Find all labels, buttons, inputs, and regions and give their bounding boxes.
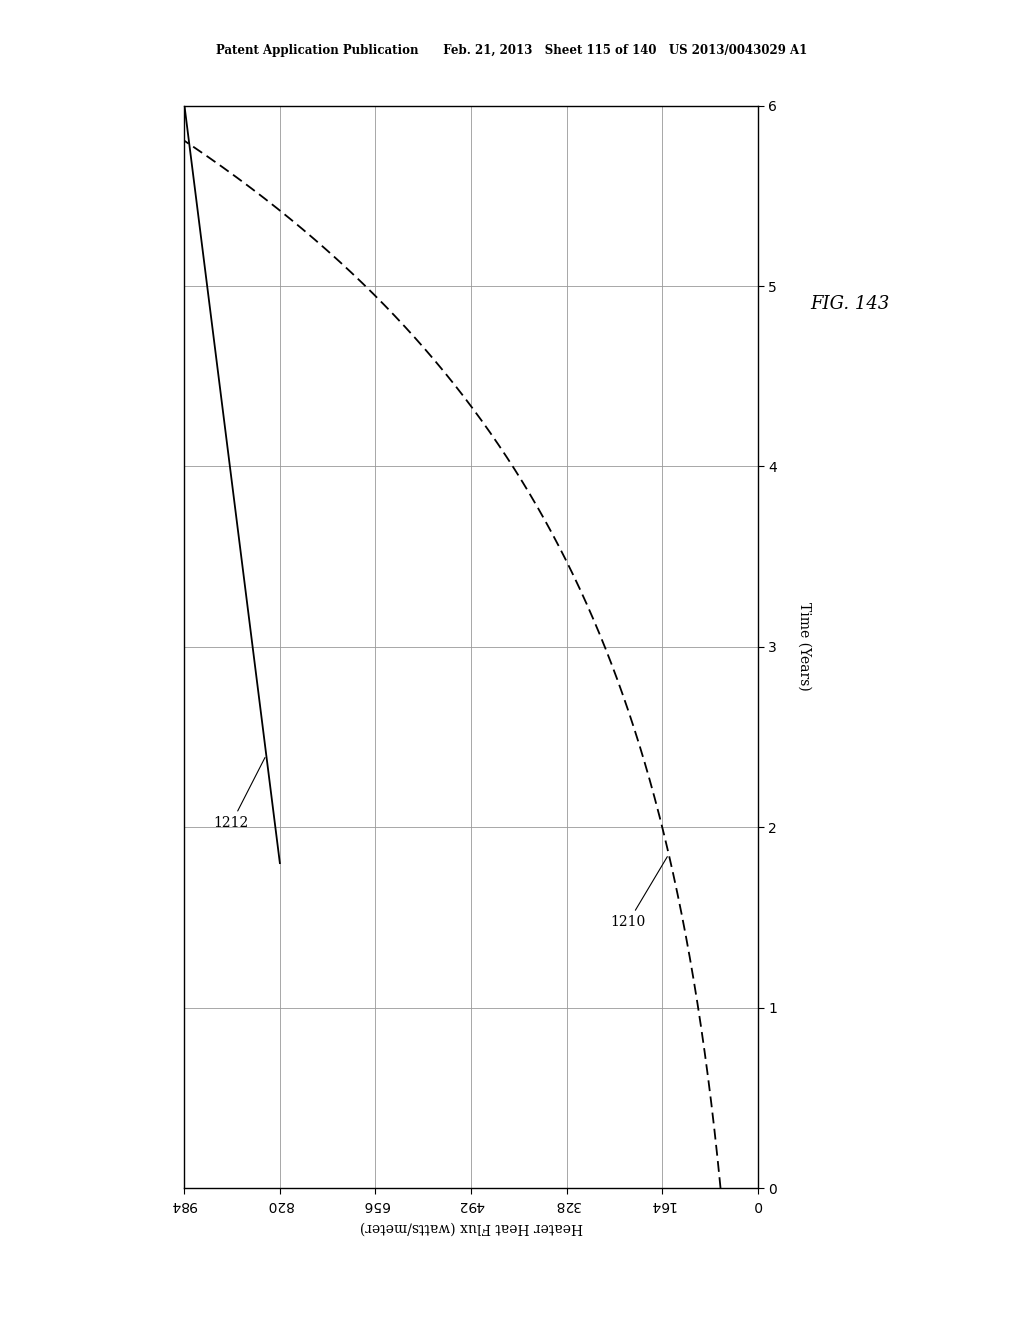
- Text: FIG. 143: FIG. 143: [810, 294, 890, 313]
- X-axis label: Heater Heat Flux (watts/meter): Heater Heat Flux (watts/meter): [359, 1221, 583, 1234]
- Text: 1210: 1210: [610, 857, 668, 929]
- Text: Patent Application Publication      Feb. 21, 2013   Sheet 115 of 140   US 2013/0: Patent Application Publication Feb. 21, …: [216, 44, 808, 57]
- Y-axis label: Time (Years): Time (Years): [798, 602, 812, 692]
- Text: 1212: 1212: [214, 758, 265, 830]
